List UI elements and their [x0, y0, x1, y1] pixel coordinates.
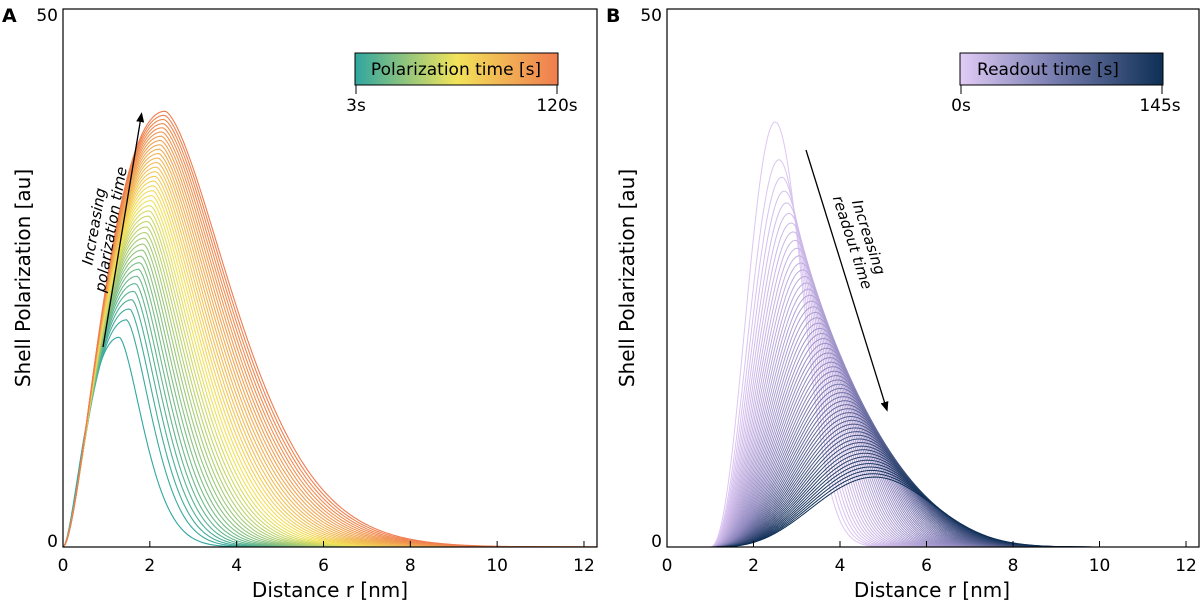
panel-a-series-curve: [62, 148, 597, 548]
panel-b-colorbar-title: Readout time [s]: [977, 60, 1119, 80]
panel-a-colorbar-min-label: 3s: [346, 96, 366, 116]
panel-a-ytick-label: 0: [47, 532, 58, 552]
panel-a-xtick-label: 10: [486, 556, 508, 576]
panel-b-xtick-label: 6: [921, 556, 932, 576]
panel-b-ytick-label: 0: [651, 532, 662, 552]
panel-a-xtick-label: 2: [144, 556, 155, 576]
panel-a-xtick-label: 0: [58, 556, 69, 576]
panel-a-series-curve: [62, 200, 597, 548]
panel-a-ticks: 0 2 4 6 8 10 12 0 50: [36, 6, 594, 576]
panel-b-xtick-label: 12: [1175, 556, 1197, 576]
panel-a-xtick-label: 4: [231, 556, 242, 576]
panel-a-series-curve: [62, 231, 597, 548]
panel-b-colorbar: Readout time [s] 0s 145s: [951, 52, 1181, 116]
panel-b-letter: B: [606, 5, 620, 27]
panel-b-xtick-label: 2: [748, 556, 759, 576]
panel-a-annotation-arrow: [102, 112, 145, 348]
panel-a-xtick-label: 6: [318, 556, 329, 576]
panel-a-series-curve: [62, 180, 597, 548]
panel-a-series-curve: [62, 282, 597, 548]
panel-a-series-curve: [62, 161, 597, 548]
panel-a-series-curve: [62, 139, 597, 548]
panel-b-ytick-label: 50: [640, 6, 662, 26]
panel-b-xtick-label: 8: [1008, 556, 1019, 576]
panel-b-xtick-label: 10: [1089, 556, 1111, 576]
panel-b-colorbar-min-label: 0s: [951, 96, 971, 116]
panel-b-ticks: 0 2 4 6 8 10 12 0 50: [640, 6, 1196, 576]
panel-a-letter: A: [2, 5, 17, 27]
panel-a-series-curve: [62, 249, 597, 548]
panel-b-xtick-label: 0: [662, 556, 673, 576]
panel-a-curves: [62, 110, 597, 548]
panel-a-axes-frame: [62, 8, 598, 548]
panel-a-series-curve: [62, 166, 597, 548]
panel-a-series-curve: [62, 319, 597, 548]
panel-a-series-curve: [62, 175, 597, 548]
panel-a-series-curve: [62, 195, 597, 548]
panel-a-colorbar-max-label: 120s: [536, 96, 577, 116]
panel-a-colorbar-title: Polarization time [s]: [371, 60, 541, 80]
panel-a: A 0 2 4 6 8 10 12 0 50 Distance r [nm] Shell Pol…: [2, 5, 598, 602]
panel-a-colorbar-gradient: [354, 52, 559, 86]
panel-b-curves: [667, 121, 1199, 548]
panel-b-colorbar-max-label: 145s: [1139, 96, 1180, 116]
panel-b-axes-frame: [666, 8, 1200, 548]
panel-b-xtick-label: 4: [835, 556, 846, 576]
panel-b-colorbar-gradient: [959, 52, 1164, 86]
panel-a-xtick-label: 8: [405, 556, 416, 576]
panel-a-series-curve: [62, 135, 597, 548]
panel-a-series-curve: [62, 185, 597, 548]
panel-b-annotation-arrow: [805, 149, 889, 412]
panel-a-ytick-label: 50: [36, 6, 58, 26]
panel-a-series-curve: [62, 144, 597, 548]
panel-b-xlabel: Distance r [nm]: [854, 578, 1010, 602]
panel-a-colorbar: Polarization time [s] 3s 120s: [346, 52, 578, 116]
panel-a-xtick-label: 12: [573, 556, 595, 576]
panel-b-ylabel: Shell Polarization [au]: [615, 169, 639, 387]
panel-b: B 0 2 4 6 8 10 12 0 50 Distance r [nm] Shell Pol…: [606, 5, 1200, 602]
panel-a-ylabel: Shell Polarization [au]: [11, 169, 35, 387]
panel-a-series-curve: [62, 275, 597, 548]
panel-a-xlabel: Distance r [nm]: [252, 578, 408, 602]
